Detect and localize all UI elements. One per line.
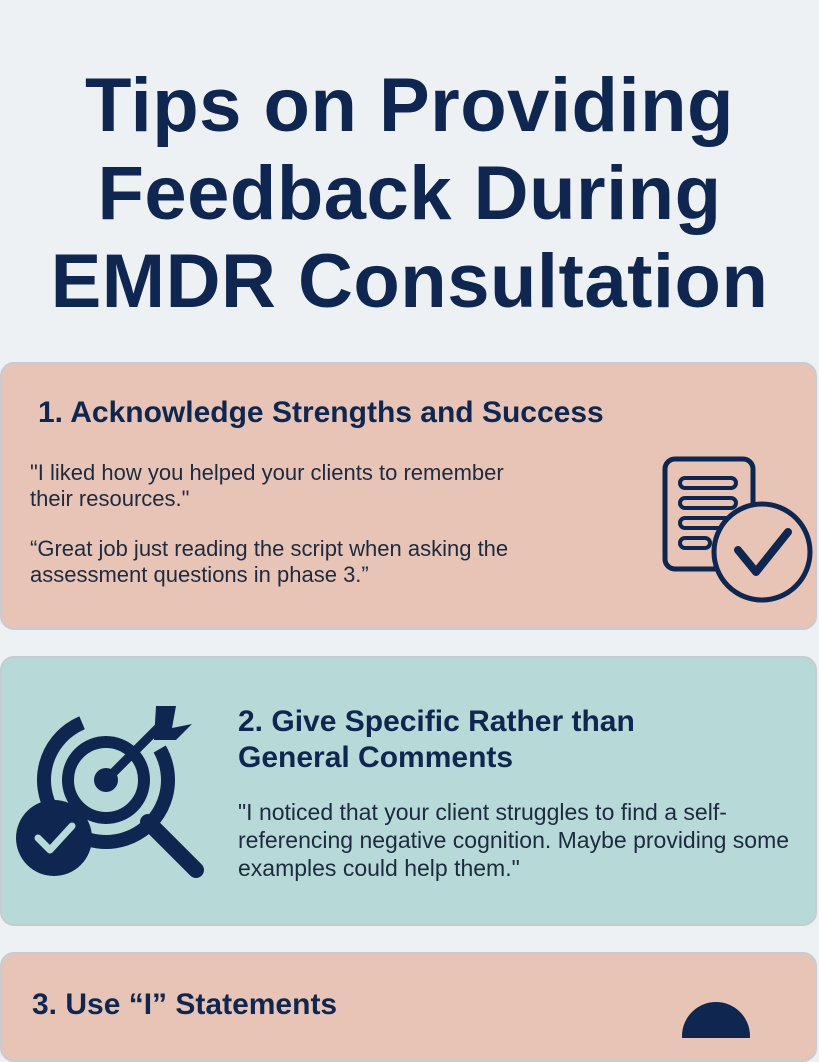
page-title: Tips on Providing Feedback During EMDR C… xyxy=(0,62,819,326)
tip-2-quote: "I noticed that your client struggles to… xyxy=(238,799,790,881)
tip-1-quote-1: "I liked how you helped your clients to … xyxy=(30,460,504,511)
tip-card-2: 2. Give Specific Rather than General Com… xyxy=(0,656,817,926)
tip-card-1: 1. Acknowledge Strengths and Success "I … xyxy=(0,362,817,630)
tip-1-quote-2: “Great job just reading the script when … xyxy=(30,536,509,587)
title-line-2: Feedback During xyxy=(97,151,722,236)
tip-3-title: 3. Use “I” Statements xyxy=(32,988,338,1021)
title-line-3: EMDR Consultation xyxy=(50,239,769,324)
target-search-check-icon xyxy=(16,706,204,878)
tip-card-3: 3. Use “I” Statements xyxy=(0,952,817,1062)
tip-1-title: 1. Acknowledge Strengths and Success xyxy=(38,396,604,429)
title-line-1: Tips on Providing xyxy=(85,63,734,148)
tip-2-title-line-2: General Comments xyxy=(238,741,514,774)
circle-icon xyxy=(682,1002,750,1038)
tip-2-title: 2. Give Specific Rather than General Com… xyxy=(238,704,635,776)
tip-2-title-line-1: 2. Give Specific Rather than xyxy=(238,705,635,738)
document-checkmark-icon xyxy=(662,456,813,603)
